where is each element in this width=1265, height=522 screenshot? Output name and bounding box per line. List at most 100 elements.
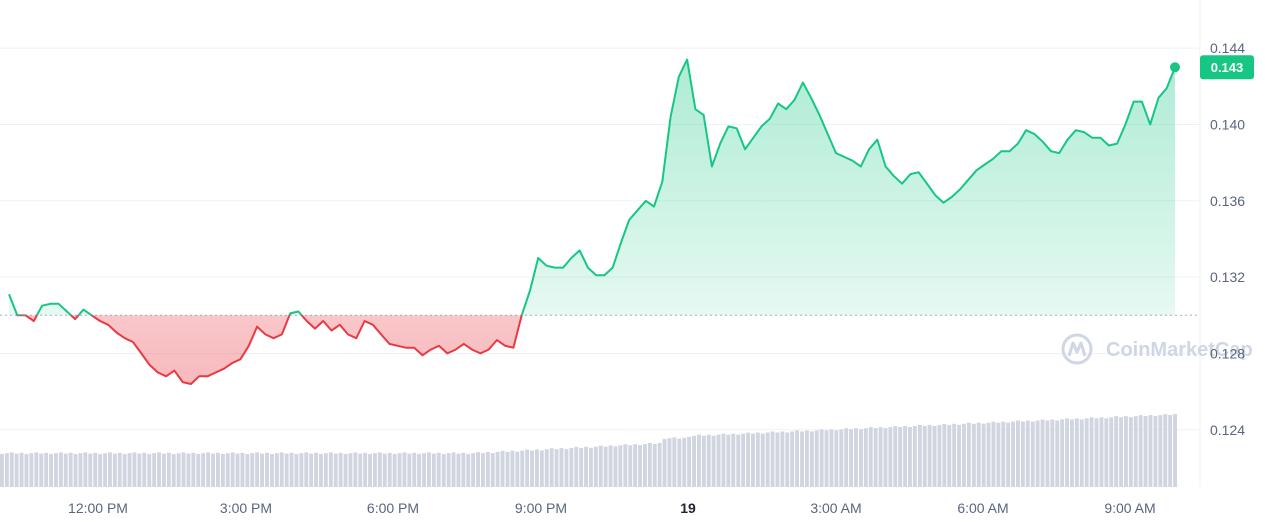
volume-bar (991, 421, 996, 487)
volume-bar (54, 453, 58, 487)
volume-bar (687, 436, 692, 487)
volume-bar (1045, 420, 1050, 487)
volume-bar (760, 433, 765, 487)
volume-bar (0, 454, 4, 487)
volume-bar (863, 428, 868, 487)
volume-bar (966, 422, 971, 487)
volume-bar (888, 427, 893, 487)
volume-bar (692, 435, 696, 487)
volume-bar (422, 453, 426, 487)
volume-bar (520, 450, 525, 487)
volume-bar (1020, 421, 1025, 487)
volume-bar (814, 430, 819, 487)
watermark-text: CoinMarketCap (1106, 339, 1253, 361)
volume-bar (1158, 415, 1163, 487)
volume-bar (589, 447, 593, 488)
volume-bar (368, 454, 372, 487)
volume-bar (1035, 420, 1040, 487)
y-axis: 0.144 0.140 0.136 0.132 0.128 0.124 (1210, 40, 1245, 438)
volume-bar (706, 434, 711, 487)
volume-bar (711, 435, 716, 487)
volume-bar (981, 423, 986, 487)
volume-bar (790, 431, 795, 487)
volume-bar (294, 454, 299, 487)
volume-bar (623, 444, 628, 487)
volume-bar (736, 434, 741, 487)
volume-bar (392, 454, 397, 487)
volume-bar (127, 453, 132, 487)
volume-bar (569, 448, 574, 487)
volume-bar (672, 437, 677, 487)
volume-bar (191, 452, 196, 487)
volume-bar (765, 432, 770, 487)
volume-bar (618, 445, 623, 487)
volume-bar (785, 432, 790, 487)
volume-bar (986, 422, 991, 487)
volume-bar (19, 452, 24, 487)
y-tick-label: 0.132 (1210, 269, 1245, 285)
volume-bar (274, 453, 279, 487)
y-tick-label: 0.124 (1210, 422, 1245, 438)
volume-bar (309, 453, 314, 487)
volume-bar (608, 445, 613, 487)
volume-bar (1163, 414, 1168, 487)
volume-bar (49, 454, 53, 487)
volume-bar (721, 433, 726, 487)
volume-bar (162, 453, 166, 487)
volume-bar (436, 452, 441, 487)
volume-bar (490, 453, 495, 487)
volume-bar (108, 452, 112, 487)
volume-bar (1016, 420, 1020, 487)
volume-bar (805, 430, 809, 487)
x-tick-label: 6:00 PM (367, 500, 419, 516)
volume-bar (1119, 417, 1123, 487)
volume-bar (78, 453, 83, 487)
volume-bar (250, 453, 255, 487)
volume-bar (377, 452, 382, 487)
volume-bar (63, 453, 68, 487)
volume-bar (1065, 418, 1069, 487)
volume-bar (152, 453, 157, 487)
volume-bar (942, 423, 947, 487)
volume-bar (58, 452, 63, 487)
volume-bar (471, 453, 476, 487)
volume-bar (157, 452, 161, 487)
volume-bar (112, 453, 117, 487)
volume-bar (358, 453, 363, 487)
volume-bar (731, 433, 736, 487)
volume-bar (73, 454, 78, 487)
x-axis: 12:00 PM 3:00 PM 6:00 PM 9:00 PM 19 3:00 AM 6:… (68, 500, 1156, 516)
volume-bar (500, 450, 505, 487)
volume-bar (927, 424, 932, 487)
x-tick-label: 12:00 PM (68, 500, 128, 516)
volume-bar (996, 422, 1001, 487)
volume-bar (584, 446, 588, 487)
volume-bar (289, 452, 294, 487)
volume-bar (1030, 421, 1035, 487)
volume-bar (574, 446, 579, 487)
volume-bar (88, 453, 93, 487)
volume-bar (1168, 415, 1173, 487)
volume-bar (216, 452, 220, 487)
volume-bar (1001, 421, 1006, 487)
volume-bar (530, 450, 534, 487)
volume-bar (633, 444, 638, 487)
volume-bar (186, 453, 191, 487)
volume-bar (211, 453, 215, 487)
volume-bar (39, 453, 44, 487)
volume-bar (373, 453, 377, 487)
volume-bar (775, 432, 780, 487)
volume-bar (1079, 419, 1084, 487)
volume-bar (402, 452, 407, 487)
volume-bar (319, 454, 323, 487)
volume-bar (559, 448, 564, 487)
volume-bar (957, 424, 961, 487)
volume-bar (883, 428, 888, 487)
volume-bar (171, 454, 176, 487)
volume-bar (279, 452, 284, 487)
volume-bar (1070, 419, 1074, 487)
volume-bar (235, 453, 240, 487)
volume-bar (353, 452, 358, 487)
volume-bar (593, 446, 598, 487)
volume-bar (343, 454, 348, 487)
